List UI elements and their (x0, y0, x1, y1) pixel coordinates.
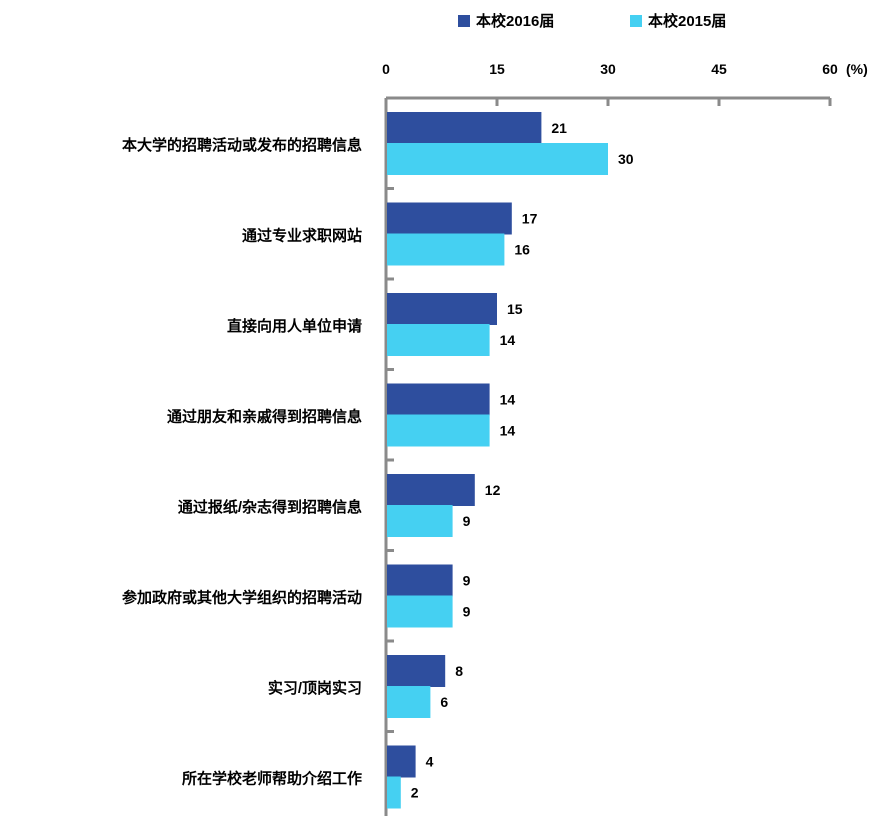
bar-value-label: 9 (463, 513, 471, 529)
bar-value-label: 30 (618, 151, 634, 167)
bar-value-label: 2 (411, 785, 419, 801)
legend-label: 本校2015届 (648, 12, 726, 30)
x-axis: 0 15 30 45 60 (%) (382, 61, 868, 816)
category-label: 参加政府或其他大学组织的招聘活动 (122, 589, 362, 607)
bar (387, 655, 446, 687)
legend-label: 本校2016届 (476, 12, 554, 30)
x-tick-label: 60 (822, 61, 838, 77)
x-axis-unit: (%) (846, 61, 868, 77)
bar (387, 324, 490, 356)
bar (387, 414, 490, 447)
bar-value-label: 12 (485, 482, 501, 498)
bar (387, 595, 453, 628)
bar (387, 143, 608, 175)
bar (387, 686, 431, 718)
bar-value-label: 9 (463, 573, 471, 589)
bar-value-label: 15 (507, 301, 523, 317)
bar-value-label: 17 (522, 211, 538, 227)
bar (387, 233, 505, 266)
legend-swatch (630, 15, 642, 27)
bar (387, 202, 512, 235)
bar (387, 112, 542, 144)
bar (387, 293, 497, 325)
bar-value-label: 6 (440, 694, 448, 710)
category-label: 直接向用人单位申请 (227, 317, 362, 335)
bar (387, 564, 453, 597)
legend-swatch (458, 15, 470, 27)
category-labels: 本大学的招聘活动或发布的招聘信息通过专业求职网站直接向用人单位申请通过朋友和亲戚… (122, 136, 362, 788)
category-label: 通过朋友和亲戚得到招聘信息 (167, 408, 362, 426)
bar-value-label: 14 (500, 332, 516, 348)
bar (387, 745, 416, 778)
bar-value-label: 21 (551, 120, 567, 136)
x-tick-label: 0 (382, 61, 390, 77)
bar (387, 505, 453, 537)
bar (387, 383, 490, 416)
bar-value-label: 4 (426, 754, 434, 770)
category-label: 通过专业求职网站 (242, 227, 362, 245)
bar-value-label: 8 (455, 663, 463, 679)
bar (387, 474, 475, 506)
category-label: 实习/顶岗实习 (268, 679, 362, 697)
x-tick-label: 45 (711, 61, 727, 77)
category-label: 本大学的招聘活动或发布的招聘信息 (122, 136, 362, 154)
bar-value-label: 9 (463, 604, 471, 620)
bar-value-label: 14 (500, 423, 516, 439)
bars: 21 30 17 16 15 14 14 14 12 9 9 9 86 42 (387, 112, 634, 809)
x-tick-label: 30 (600, 61, 616, 77)
bar (387, 776, 401, 809)
x-tick-label: 15 (489, 61, 505, 77)
legend: 本校2016届 本校2015届 (458, 12, 726, 30)
bar-value-label: 14 (500, 392, 516, 408)
category-label: 通过报纸/杂志得到招聘信息 (178, 498, 362, 516)
category-label: 所在学校老师帮助介绍工作 (182, 770, 362, 788)
bar-value-label: 16 (514, 242, 530, 258)
